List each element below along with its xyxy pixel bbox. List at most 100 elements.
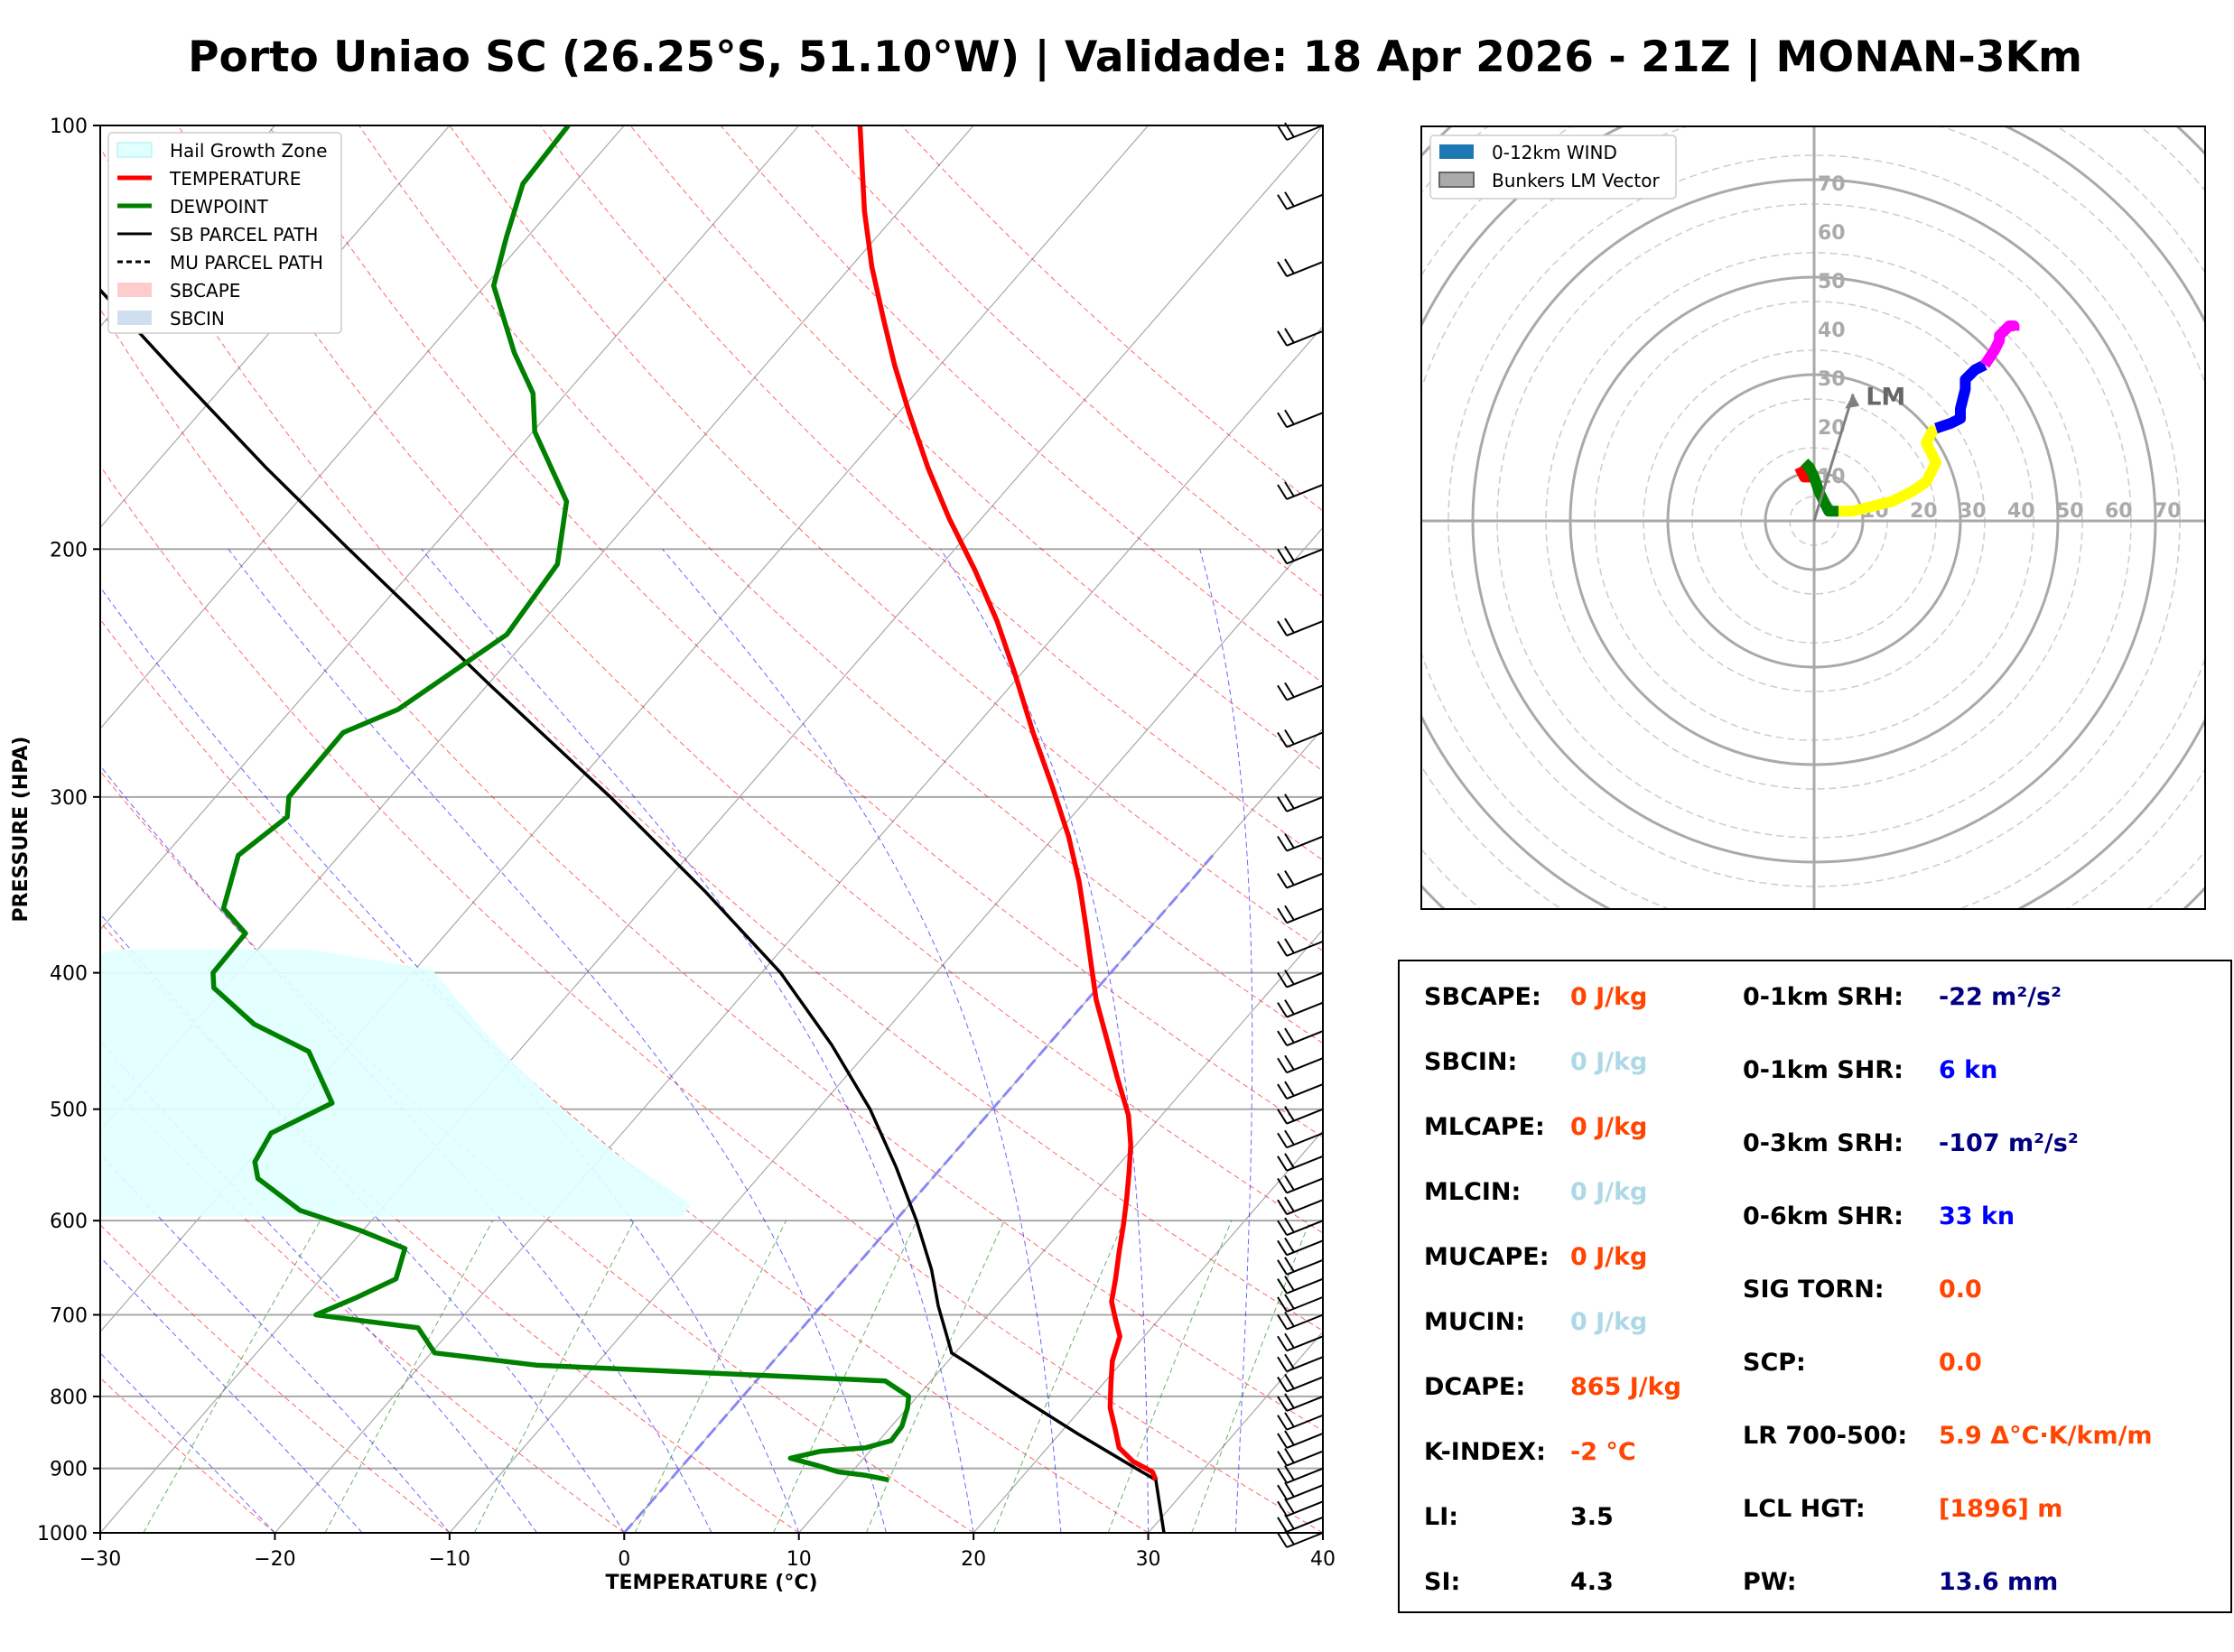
wind-barb-staff bbox=[1286, 1450, 1324, 1467]
wind-barb-flag bbox=[1277, 1278, 1288, 1295]
dry-adiabat bbox=[449, 125, 1323, 952]
y-tick-label: 700 bbox=[50, 1305, 88, 1328]
wind-barb-flag bbox=[1277, 125, 1288, 141]
wind-barb-staff bbox=[1286, 1313, 1324, 1331]
dewpoint-line bbox=[210, 125, 912, 1482]
wind-barb bbox=[1277, 1217, 1324, 1237]
wind-barb-flag bbox=[1277, 1517, 1288, 1533]
wind-barb-flag bbox=[1277, 1335, 1288, 1351]
wind-barb-staff bbox=[1286, 1199, 1324, 1216]
wind-barb-flag bbox=[1277, 1132, 1288, 1148]
wind-barb-flag bbox=[1284, 1129, 1295, 1146]
wind-barb-flag bbox=[1284, 1276, 1295, 1292]
wind-barb-flag bbox=[1284, 481, 1295, 497]
wind-barb bbox=[1277, 970, 1324, 988]
wind-barb bbox=[1277, 1081, 1324, 1100]
dry-adiabat bbox=[358, 125, 1323, 1044]
hodo-legend-label: 0-12km WIND bbox=[1492, 142, 1617, 163]
wind-barb bbox=[1277, 1237, 1324, 1257]
wind-barb-flag bbox=[1284, 1448, 1295, 1464]
wind-barb-flag bbox=[1284, 617, 1295, 634]
wind-barb-flag bbox=[1277, 1259, 1288, 1276]
wind-barb-flag bbox=[1284, 1498, 1295, 1514]
wind-barb-flag bbox=[1284, 1237, 1295, 1253]
hodo-legend-label: Bunkers LM Vector bbox=[1492, 170, 1661, 191]
wind-barb-flag bbox=[1284, 1430, 1295, 1446]
index-label: SCP: bbox=[1743, 1349, 1806, 1377]
wind-barb-flag bbox=[1277, 1376, 1288, 1392]
hodo-legend-swatch-wind bbox=[1439, 144, 1474, 159]
dry-adiabat bbox=[629, 125, 1323, 772]
wind-barb-flag bbox=[1284, 1311, 1295, 1328]
wind-barb bbox=[1277, 870, 1324, 889]
legend-swatch-sbcin bbox=[117, 311, 152, 325]
wind-barb-flag bbox=[1277, 412, 1288, 428]
legend-label: Hail Growth Zone bbox=[170, 140, 327, 162]
wind-barb-flag bbox=[1284, 1353, 1295, 1369]
isotherm-line bbox=[100, 125, 1323, 1533]
hodo-ring-label-x: 20 bbox=[1910, 500, 1938, 523]
hodo-segment-magenta bbox=[1980, 320, 2020, 368]
isotherm-line bbox=[100, 125, 974, 1132]
wind-barb-staff bbox=[1286, 1057, 1324, 1074]
wind-barb-flag bbox=[1284, 905, 1295, 921]
skewt-frame bbox=[99, 125, 1324, 1534]
y-tick-label: 500 bbox=[50, 1100, 88, 1122]
dry-adiabat bbox=[100, 308, 1323, 1432]
wind-barb bbox=[1277, 1529, 1324, 1548]
wind-barb-staff bbox=[1286, 1277, 1324, 1295]
wind-barb bbox=[1277, 1196, 1324, 1216]
wind-barb-flag bbox=[1277, 484, 1288, 500]
wind-barb bbox=[1277, 1465, 1324, 1484]
wind-barb-staff bbox=[1286, 412, 1324, 429]
hodo-legend: 0-12km WIND Bunkers LM Vector bbox=[1429, 135, 1677, 200]
index-value: 33 kn bbox=[1939, 1202, 2015, 1230]
sb-parcel-path bbox=[100, 287, 1166, 1533]
hodo-ring-label-y: 50 bbox=[1818, 271, 1846, 293]
wind-barb-staff bbox=[1286, 484, 1324, 500]
dry-adiabat bbox=[100, 1072, 625, 1533]
index-value: 6 kn bbox=[1939, 1056, 1998, 1084]
wind-barb-staff bbox=[1286, 1500, 1324, 1517]
wind-barb-flag bbox=[1284, 1257, 1295, 1273]
index-label: DCAPE: bbox=[1424, 1373, 1526, 1401]
wind-barb-staff bbox=[1286, 1132, 1324, 1149]
bunkers-lm-vector bbox=[1812, 394, 1855, 522]
mixing-ratio-line bbox=[865, 1220, 1005, 1533]
wind-barb-staff bbox=[1286, 1239, 1324, 1257]
hodo-legend-swatch-lm bbox=[1438, 172, 1475, 188]
index-label: LR 700-500: bbox=[1743, 1422, 1908, 1450]
y-axis-label: PRESSURE (HPA) bbox=[10, 737, 33, 923]
y-tick-label: 400 bbox=[50, 963, 88, 986]
index-label: MLCAPE: bbox=[1424, 1113, 1545, 1141]
wind-barb-flag bbox=[1277, 1313, 1288, 1331]
wind-barb-flag bbox=[1277, 873, 1288, 889]
mixing-ratio-line bbox=[1107, 1220, 1233, 1533]
x-tick-label: −10 bbox=[429, 1548, 470, 1571]
wind-barb-flag bbox=[1277, 1002, 1288, 1018]
dry-adiabat bbox=[100, 1224, 451, 1533]
wind-barb bbox=[1277, 794, 1324, 812]
wind-barb-flag bbox=[1284, 1054, 1295, 1071]
index-label: 0-1km SHR: bbox=[1743, 1056, 1904, 1084]
dry-adiabat bbox=[100, 618, 1149, 1533]
wind-barb-flag bbox=[1277, 796, 1288, 812]
wind-barb-flag bbox=[1284, 191, 1295, 208]
mixing-ratio-line bbox=[773, 1220, 917, 1533]
wind-barb-flag bbox=[1284, 970, 1295, 986]
wind-barb-flag bbox=[1277, 1109, 1288, 1125]
wind-barb bbox=[1277, 1294, 1324, 1313]
wind-barb bbox=[1277, 122, 1324, 141]
wind-barb bbox=[1277, 1332, 1324, 1352]
wind-barb-flag bbox=[1284, 545, 1295, 561]
wind-barb-staff bbox=[1286, 1083, 1324, 1100]
wind-barb-flag bbox=[1284, 682, 1295, 698]
index-value: 0.0 bbox=[1939, 1276, 1982, 1304]
legend-label: TEMPERATURE bbox=[169, 168, 301, 190]
isotherm-line bbox=[274, 325, 1323, 1533]
isotherm-line bbox=[100, 125, 625, 730]
moist-adiabat bbox=[228, 548, 887, 1533]
wind-barb-flag bbox=[1277, 1500, 1288, 1517]
wind-barb-flag bbox=[1284, 122, 1295, 138]
wind-barb-flag bbox=[1284, 1465, 1295, 1481]
